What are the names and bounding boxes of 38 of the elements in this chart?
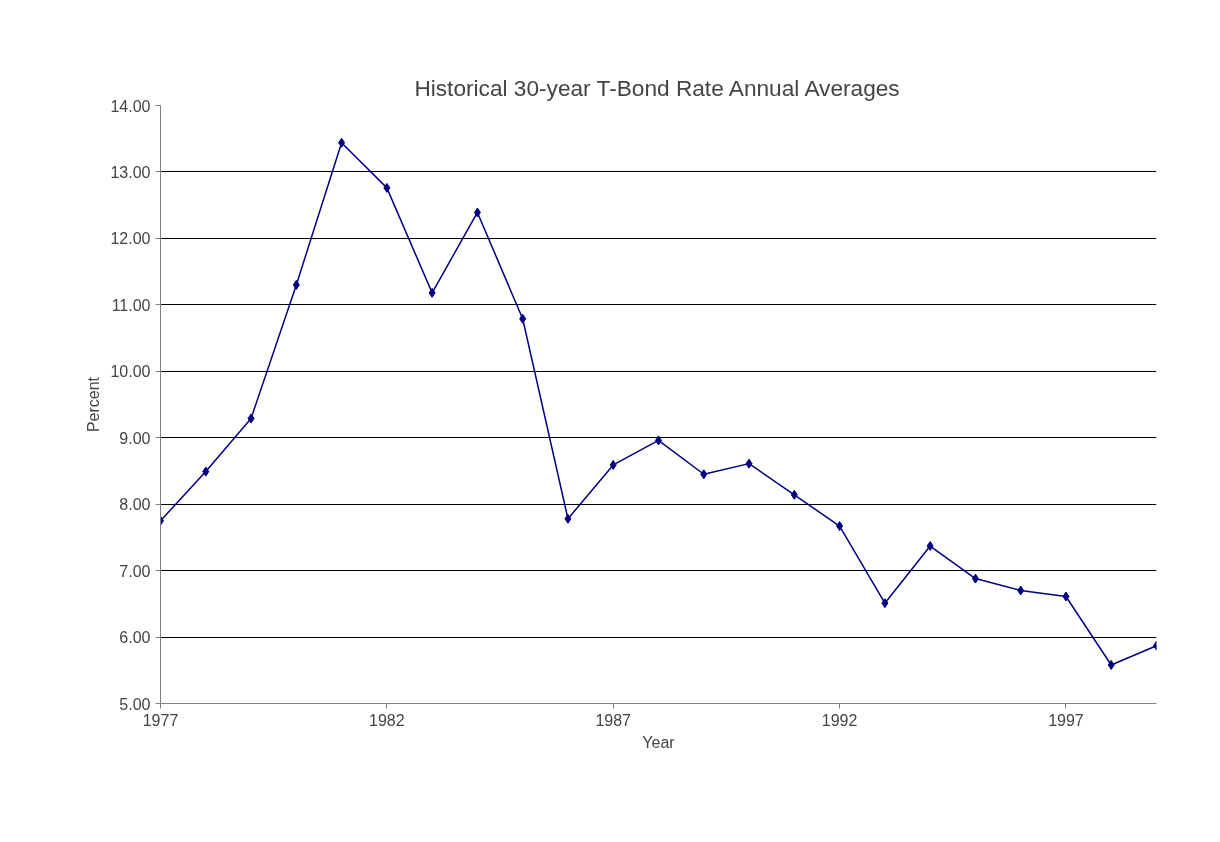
y-tick-label: 12.00 — [110, 230, 151, 248]
x-axis-title: Year — [642, 733, 676, 751]
point — [881, 598, 889, 609]
point — [926, 541, 934, 552]
point — [292, 279, 300, 290]
y-tick-label: 6.00 — [119, 629, 151, 647]
y-tick-label: 11.00 — [111, 296, 151, 314]
chart-title: Historical 30-year T-Bond Rate Annual Averages — [414, 74, 900, 101]
x-tick-label: 1977 — [142, 711, 179, 729]
point — [1017, 585, 1025, 596]
y-tick-label: 8.00 — [119, 496, 151, 514]
y-tick-label: 7.00 — [119, 562, 151, 580]
y-tick-label: 10.00 — [110, 363, 151, 381]
point — [609, 459, 617, 470]
point — [202, 466, 210, 477]
x-tick-label: 1997 — [1048, 711, 1084, 729]
y-tick-label: 5.00 — [119, 695, 151, 713]
y-tick-label: 14.00 — [110, 97, 151, 115]
x-tick-label: 1992 — [821, 711, 858, 729]
y-tick-label: 13.00 — [110, 163, 151, 181]
point — [1062, 591, 1070, 602]
point — [700, 469, 708, 480]
x-tick-label: 1982 — [369, 711, 405, 729]
point — [745, 458, 753, 469]
point — [338, 137, 346, 148]
x-tick-label: 1987 — [595, 711, 632, 729]
point — [790, 489, 798, 500]
point — [519, 313, 527, 324]
point — [971, 573, 979, 584]
y-tick-label: 9.00 — [119, 429, 151, 447]
point — [383, 182, 391, 193]
point — [564, 513, 572, 524]
point — [836, 521, 844, 532]
point — [247, 413, 255, 424]
y-axis-title: Percent — [85, 376, 103, 433]
point — [473, 207, 481, 218]
point — [1107, 659, 1115, 670]
point — [428, 287, 436, 298]
